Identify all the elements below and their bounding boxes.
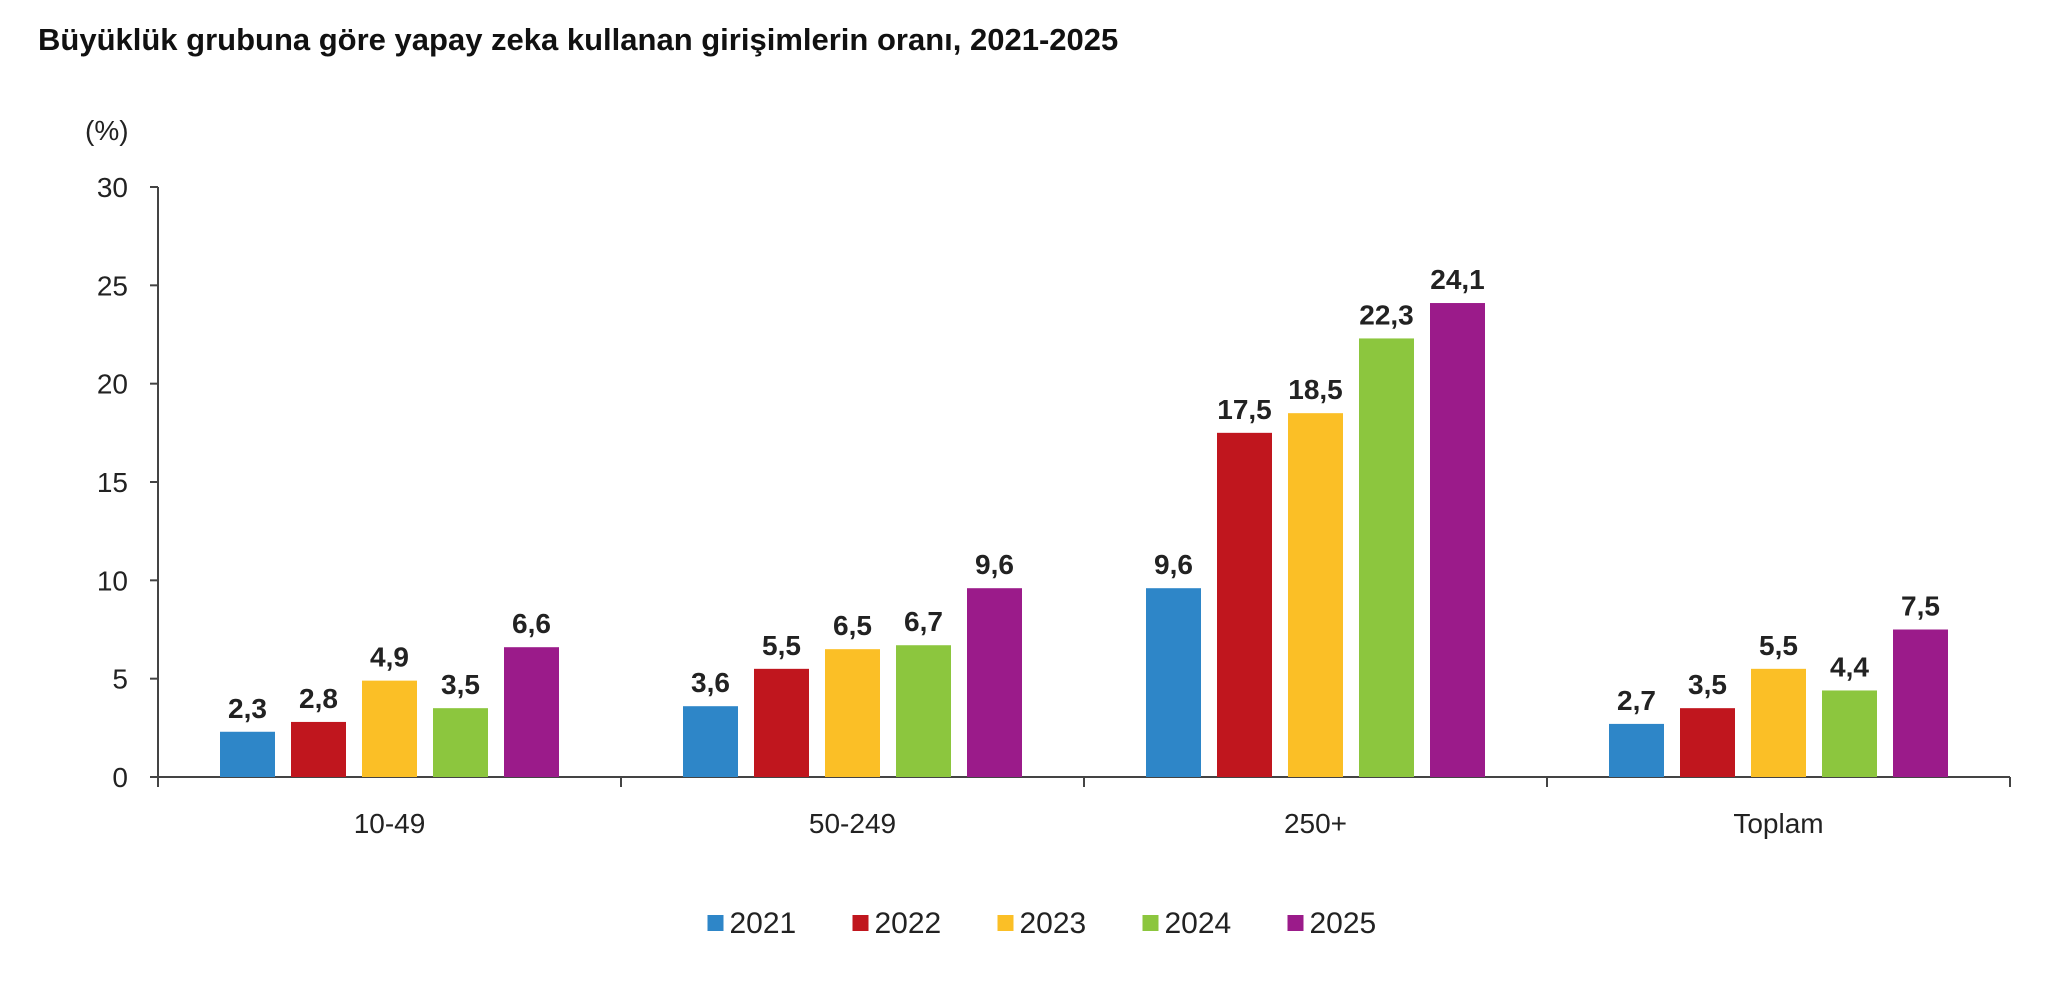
bar-2023-250+ (1288, 413, 1343, 777)
data-label: 2,8 (299, 683, 338, 714)
bar-2024-50-249 (896, 645, 951, 777)
bar-2021-50-249 (683, 706, 738, 777)
legend-swatch-2023 (997, 915, 1014, 931)
bar-2022-10-49 (291, 721, 346, 777)
data-label: 3,5 (1688, 669, 1727, 700)
y-tick-label: 0 (112, 762, 128, 793)
y-tick-label: 20 (97, 369, 128, 400)
bar-2021-Toplam (1609, 723, 1664, 777)
legend-label: 2024 (1165, 907, 1232, 940)
y-tick-label: 5 (112, 664, 128, 695)
bar-2022-50-249 (754, 668, 809, 777)
bar-2025-10-49 (504, 647, 559, 777)
data-label: 5,5 (762, 630, 801, 661)
legend-swatch-2024 (1142, 915, 1159, 931)
bar-2021-250+ (1146, 588, 1201, 777)
y-tick-label: 15 (97, 467, 128, 498)
data-label: 2,7 (1617, 685, 1656, 716)
bar-2021-10-49 (220, 731, 275, 777)
data-label: 3,6 (691, 667, 730, 698)
data-label: 2,3 (228, 693, 267, 724)
legend-swatch-2022 (852, 915, 869, 931)
y-tick-label: 25 (97, 270, 128, 301)
data-label: 17,5 (1217, 394, 1272, 425)
x-tick-label: Toplam (1733, 808, 1823, 839)
legend-swatch-2021 (707, 915, 724, 931)
bar-2023-50-249 (825, 649, 880, 777)
data-label: 4,4 (1830, 651, 1869, 682)
data-label: 6,5 (833, 610, 872, 641)
x-tick-label: 250+ (1284, 808, 1347, 839)
legend-label: 2021 (730, 907, 797, 940)
data-label: 9,6 (1154, 549, 1193, 580)
x-tick-label: 10-49 (354, 808, 426, 839)
data-label: 4,9 (370, 642, 409, 673)
bar-2024-250+ (1359, 338, 1414, 777)
bar-2022-Toplam (1680, 708, 1735, 777)
bar-2025-250+ (1430, 303, 1485, 777)
legend-swatch-2025 (1287, 915, 1304, 931)
bar-2023-Toplam (1751, 668, 1806, 777)
legend-label: 2025 (1310, 907, 1377, 940)
data-label: 24,1 (1430, 264, 1485, 295)
x-tick-label: 50-249 (809, 808, 896, 839)
legend-label: 2022 (875, 907, 942, 940)
bar-2025-Toplam (1893, 629, 1948, 777)
bar-2025-50-249 (967, 588, 1022, 777)
data-label: 6,7 (904, 606, 943, 637)
y-axis-label: (%) (85, 115, 129, 146)
bar-2022-250+ (1217, 432, 1272, 777)
data-label: 6,6 (512, 608, 551, 639)
bar-2024-Toplam (1822, 690, 1877, 777)
data-label: 3,5 (441, 669, 480, 700)
data-label: 5,5 (1759, 630, 1798, 661)
bar-2024-10-49 (433, 708, 488, 777)
bar-2023-10-49 (362, 680, 417, 777)
data-label: 18,5 (1288, 374, 1343, 405)
chart-title: Büyüklük grubuna göre yapay zeka kullana… (38, 22, 1119, 57)
data-label: 7,5 (1901, 591, 1940, 622)
legend-label: 2023 (1020, 907, 1087, 940)
y-tick-label: 30 (97, 172, 128, 203)
data-label: 22,3 (1359, 299, 1414, 330)
data-label: 9,6 (975, 549, 1014, 580)
y-tick-label: 10 (97, 565, 128, 596)
